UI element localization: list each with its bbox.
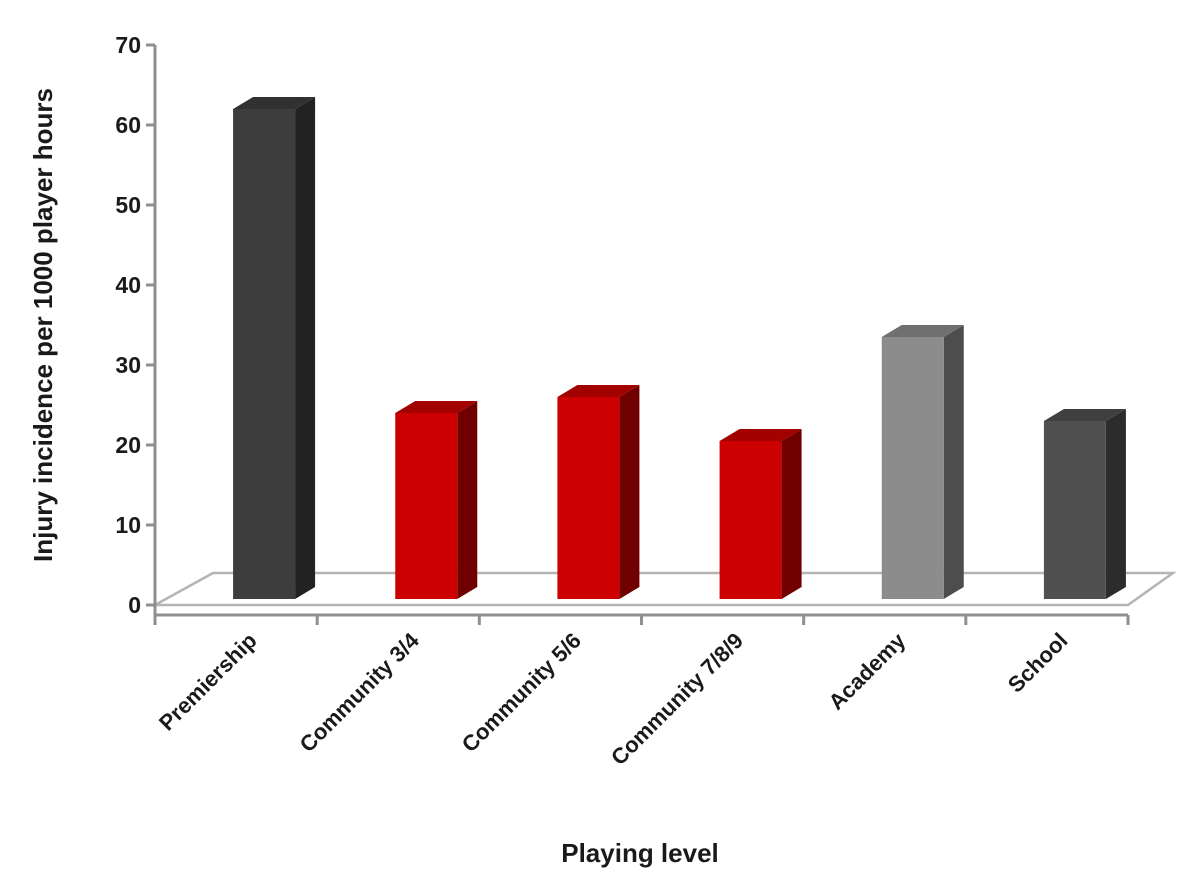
x-tick-label: Academy [823,627,910,714]
bar [395,413,458,599]
x-tick-label: Premiership [154,628,262,736]
x-tick-label: Community 5/6 [457,628,586,757]
bar-side [1105,409,1126,599]
y-tick-label: 70 [115,32,141,58]
x-tick-label: Community 7/8/9 [606,628,748,770]
y-axis-title: Injury incidence per 1000 player hours [28,88,58,562]
bar [1043,421,1106,599]
y-tick-label: 10 [115,512,141,538]
bar [233,109,296,599]
bar-top [719,429,802,441]
y-tick-label: 20 [115,432,141,458]
y-tick-label: 60 [115,112,141,138]
bar [557,397,620,599]
x-tick-label: Community 3/4 [295,627,425,757]
y-tick-label: 0 [128,592,141,618]
y-tick-label: 40 [115,272,141,298]
bar-top [233,97,316,109]
y-tick-label: 30 [115,352,141,378]
bar-top [881,325,964,337]
bar-side [943,325,964,599]
bar-top [557,385,640,397]
bar-top [1043,409,1126,421]
bar-side [781,429,802,599]
bar-top [395,401,478,413]
bar-side [619,385,640,599]
bar-side [457,401,478,599]
bar [719,441,782,599]
x-tick-label: School [1003,628,1073,698]
bar [881,337,944,599]
y-tick-label: 50 [115,192,141,218]
x-axis-title: Playing level [561,838,719,868]
bar-side [295,97,316,599]
